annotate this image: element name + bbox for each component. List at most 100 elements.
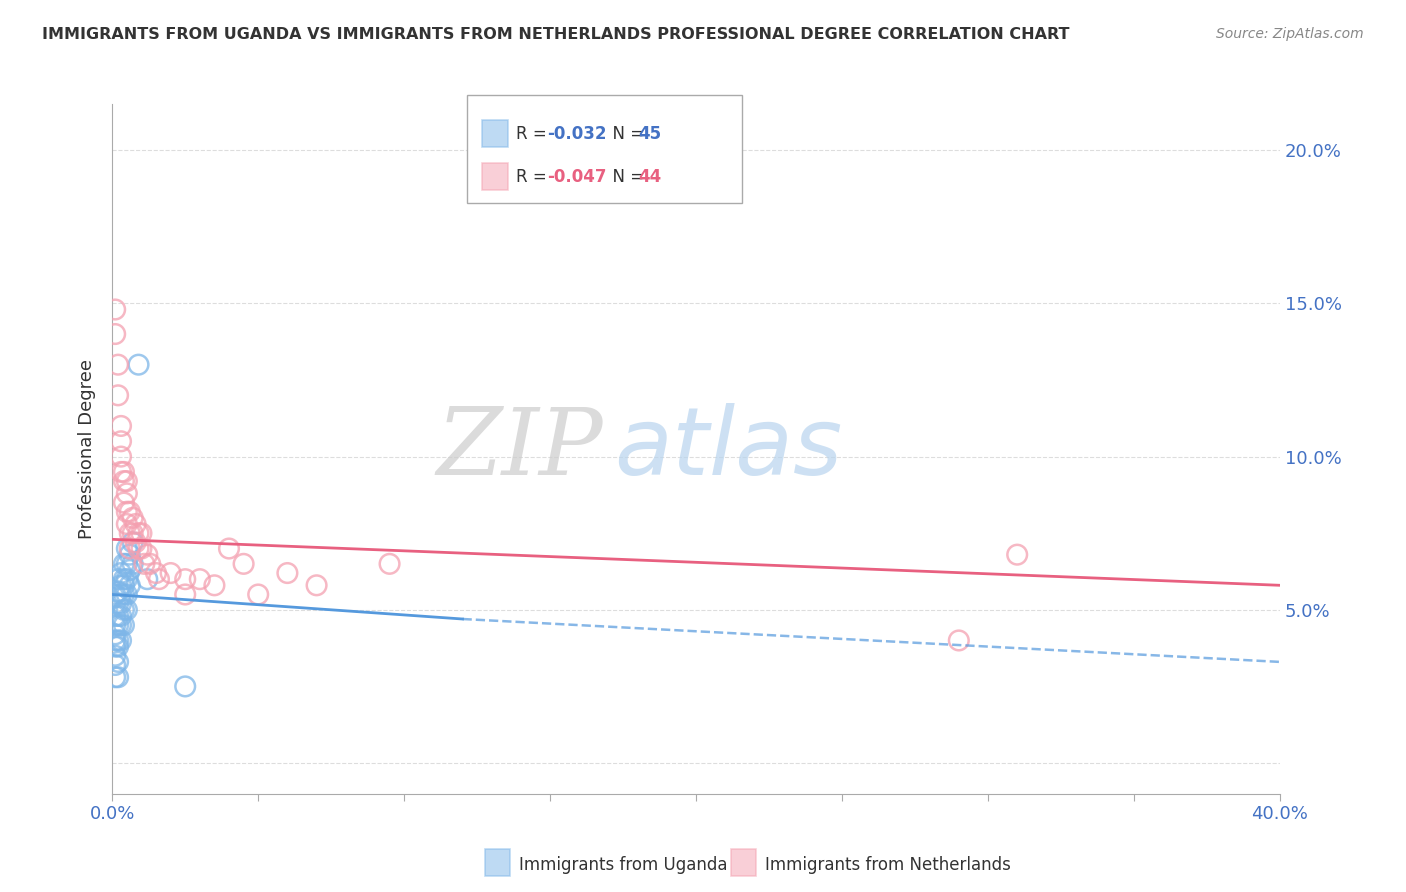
Point <box>115 474 138 488</box>
Point <box>115 486 138 500</box>
Text: atlas: atlas <box>614 403 842 494</box>
Point <box>174 587 197 601</box>
Text: ZIP: ZIP <box>436 404 603 494</box>
Point <box>110 633 132 648</box>
Point <box>247 587 270 601</box>
Point <box>128 526 150 541</box>
Point <box>107 633 129 648</box>
Point <box>107 597 129 611</box>
Point <box>112 557 135 571</box>
Point <box>131 541 153 556</box>
Point <box>174 572 197 586</box>
Point <box>104 302 127 317</box>
Point <box>104 633 127 648</box>
Point <box>128 541 150 556</box>
Point <box>124 535 146 549</box>
Point <box>121 557 143 571</box>
Point <box>110 597 132 611</box>
Point <box>107 640 129 654</box>
Point <box>121 526 143 541</box>
Text: 45: 45 <box>638 125 661 143</box>
Point <box>112 618 135 632</box>
Point <box>131 526 153 541</box>
Point <box>110 465 132 479</box>
Point <box>202 578 225 592</box>
Point <box>112 474 135 488</box>
Point <box>112 572 135 586</box>
Point <box>121 511 143 525</box>
Point <box>104 648 127 663</box>
Point <box>107 655 129 669</box>
Point <box>104 326 127 341</box>
Point <box>104 627 127 641</box>
Text: 44: 44 <box>638 168 662 186</box>
Text: R =: R = <box>516 125 553 143</box>
Point <box>104 618 127 632</box>
Point <box>174 680 197 694</box>
Point <box>107 609 129 624</box>
Point <box>118 563 141 577</box>
Point <box>110 578 132 592</box>
Text: Source: ZipAtlas.com: Source: ZipAtlas.com <box>1216 27 1364 41</box>
Point <box>136 572 159 586</box>
Point <box>118 505 141 519</box>
Point <box>1005 548 1028 562</box>
Point <box>115 516 138 531</box>
Point <box>110 609 132 624</box>
Point <box>134 557 156 571</box>
Point <box>104 670 127 684</box>
Point <box>188 572 211 586</box>
Point <box>378 557 401 571</box>
Point <box>159 566 181 580</box>
Point <box>148 572 170 586</box>
Point <box>104 597 127 611</box>
Point <box>107 358 129 372</box>
Text: R =: R = <box>516 168 553 186</box>
Text: Immigrants from Netherlands: Immigrants from Netherlands <box>765 856 1011 874</box>
Point <box>104 657 127 672</box>
Point <box>232 557 254 571</box>
Point <box>112 465 135 479</box>
Point <box>115 541 138 556</box>
Point <box>104 587 127 601</box>
Point <box>118 578 141 592</box>
Point <box>948 633 970 648</box>
Point <box>104 609 127 624</box>
Text: Immigrants from Uganda: Immigrants from Uganda <box>519 856 727 874</box>
Point <box>276 566 298 580</box>
Point <box>110 434 132 449</box>
Point <box>118 541 141 556</box>
Point <box>121 535 143 549</box>
Point <box>118 548 141 562</box>
Point <box>104 640 127 654</box>
Text: IMMIGRANTS FROM UGANDA VS IMMIGRANTS FROM NETHERLANDS PROFESSIONAL DEGREE CORREL: IMMIGRANTS FROM UGANDA VS IMMIGRANTS FRO… <box>42 27 1070 42</box>
Point <box>107 618 129 632</box>
Point <box>112 495 135 509</box>
Point <box>110 587 132 601</box>
Point <box>139 557 162 571</box>
Point <box>112 578 135 592</box>
Point <box>118 526 141 541</box>
Point <box>115 505 138 519</box>
Point <box>115 587 138 601</box>
Point <box>145 566 167 580</box>
Text: N =: N = <box>602 168 650 186</box>
Point <box>124 516 146 531</box>
Point <box>107 388 129 402</box>
Y-axis label: Professional Degree: Professional Degree <box>79 359 96 539</box>
Point <box>110 566 132 580</box>
Text: -0.047: -0.047 <box>547 168 606 186</box>
Point <box>305 578 328 592</box>
Point <box>128 358 150 372</box>
Text: -0.032: -0.032 <box>547 125 606 143</box>
Point <box>115 603 138 617</box>
Point <box>110 419 132 434</box>
Point <box>115 572 138 586</box>
Text: N =: N = <box>602 125 650 143</box>
Point <box>107 670 129 684</box>
Point <box>112 603 135 617</box>
Point <box>107 572 129 586</box>
Point <box>218 541 240 556</box>
Point <box>110 450 132 464</box>
Point <box>110 618 132 632</box>
